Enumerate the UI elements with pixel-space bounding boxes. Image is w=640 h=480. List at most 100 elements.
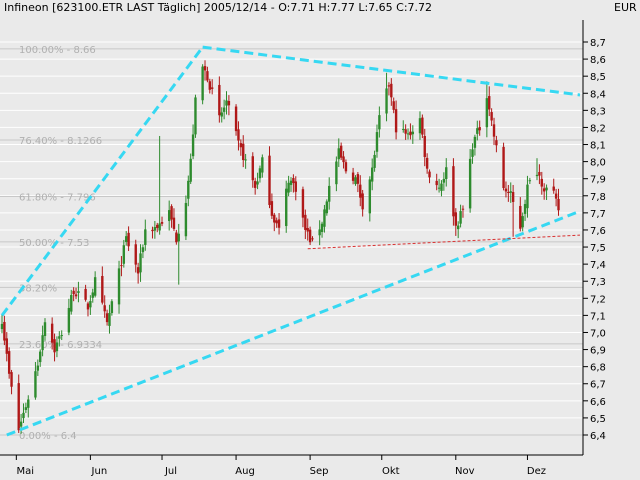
- x-tick-label: Mai: [17, 466, 35, 477]
- candle-body: [289, 180, 293, 185]
- candle-body: [105, 313, 109, 323]
- candle-body: [160, 222, 164, 224]
- candle-body: [368, 179, 372, 214]
- candle-body: [342, 156, 345, 163]
- candle-body: [373, 154, 376, 168]
- candle-body: [456, 225, 460, 230]
- candle-body: [409, 131, 412, 136]
- y-tick-label: 8,4: [590, 89, 606, 100]
- candle-body: [428, 171, 431, 178]
- candle-body: [454, 212, 458, 226]
- candle-body: [294, 181, 297, 192]
- candle-body: [394, 109, 398, 133]
- candle-body: [521, 216, 524, 228]
- y-tick-label: 8,5: [590, 72, 606, 83]
- candle-body: [19, 421, 23, 427]
- candle-body: [191, 134, 195, 157]
- candle-body: [504, 188, 508, 192]
- candle-body: [256, 181, 259, 185]
- candle-body: [136, 267, 140, 274]
- candle-body: [184, 202, 188, 237]
- candle-body: [402, 128, 405, 130]
- candle-body: [93, 277, 97, 296]
- trend-line: [202, 45, 581, 97]
- candle-body: [225, 100, 228, 106]
- candle-body: [194, 97, 197, 135]
- candle-body: [452, 166, 455, 217]
- y-tick-label: 7,9: [590, 175, 606, 186]
- candle-body: [251, 156, 254, 181]
- candle-body: [492, 124, 496, 137]
- candle-body: [519, 205, 522, 229]
- candle-body: [258, 168, 262, 179]
- candle-body: [461, 208, 465, 210]
- candle-body: [273, 214, 276, 223]
- candle-body: [323, 209, 326, 227]
- candle-body: [227, 100, 231, 106]
- candle-body: [275, 220, 278, 224]
- candle-body: [67, 307, 71, 333]
- candle-body: [156, 224, 159, 228]
- candle-body: [220, 112, 223, 117]
- candle-body: [91, 292, 94, 298]
- candle-body: [72, 290, 75, 295]
- candle-body: [306, 228, 309, 232]
- candle-body: [237, 129, 240, 141]
- x-tick-label: Jul: [164, 466, 177, 477]
- candle-body: [511, 192, 515, 202]
- fib-level-label: 23.60% - 6.9334: [19, 340, 102, 351]
- candle-body: [122, 245, 126, 264]
- candle-body: [110, 301, 114, 314]
- candle-body: [239, 143, 243, 148]
- x-tick-label: Dez: [527, 466, 546, 477]
- candle-body: [425, 157, 429, 169]
- candle-body: [545, 187, 548, 191]
- candle-body: [270, 201, 274, 216]
- y-tick-label: 8,2: [590, 123, 606, 134]
- currency-label: EUR: [614, 1, 637, 14]
- y-tick-label: 8,0: [590, 158, 606, 169]
- y-tick-label: 7,2: [590, 294, 606, 305]
- candle-body: [5, 338, 8, 354]
- candle-body: [318, 229, 321, 236]
- candle-body: [84, 288, 87, 300]
- candle-body: [488, 96, 491, 110]
- candle-body: [287, 182, 290, 193]
- candle-body: [53, 339, 56, 353]
- y-tick-label: 7,4: [590, 260, 606, 271]
- fib-level-label: 0.00% - 6.4: [19, 431, 77, 442]
- candle-body: [471, 149, 474, 157]
- y-tick-label: 7,8: [590, 192, 606, 203]
- x-tick-label: Nov: [455, 466, 475, 477]
- candle-body: [542, 188, 546, 192]
- candle-body: [167, 210, 171, 222]
- candle-body: [39, 351, 42, 363]
- candle-body: [507, 192, 510, 194]
- candle-body: [540, 178, 543, 187]
- candle-body: [423, 136, 426, 157]
- candle-body: [74, 294, 78, 297]
- candle-body: [170, 206, 173, 220]
- y-tick-label: 6,9: [590, 346, 606, 357]
- candle-body: [7, 351, 11, 374]
- candle-body: [24, 407, 28, 410]
- y-tick-label: 6,5: [590, 414, 606, 425]
- candle-body: [134, 244, 137, 265]
- candle-body: [361, 193, 364, 210]
- candle-body: [490, 112, 493, 121]
- candle-body: [55, 342, 59, 352]
- y-tick-label: 6,4: [590, 431, 606, 442]
- candle-body: [17, 383, 20, 431]
- fib-level-label: 61.80% - 7.796: [19, 192, 96, 203]
- candle-body: [172, 217, 176, 229]
- candle-body: [392, 101, 395, 110]
- candle-body: [304, 214, 307, 230]
- candle-body: [177, 233, 180, 242]
- candle-body: [528, 180, 532, 182]
- candle-body: [325, 201, 329, 214]
- y-tick-label: 6,7: [590, 380, 606, 391]
- candle-body: [206, 71, 209, 81]
- candle-body: [390, 83, 393, 98]
- candle-body: [328, 185, 331, 202]
